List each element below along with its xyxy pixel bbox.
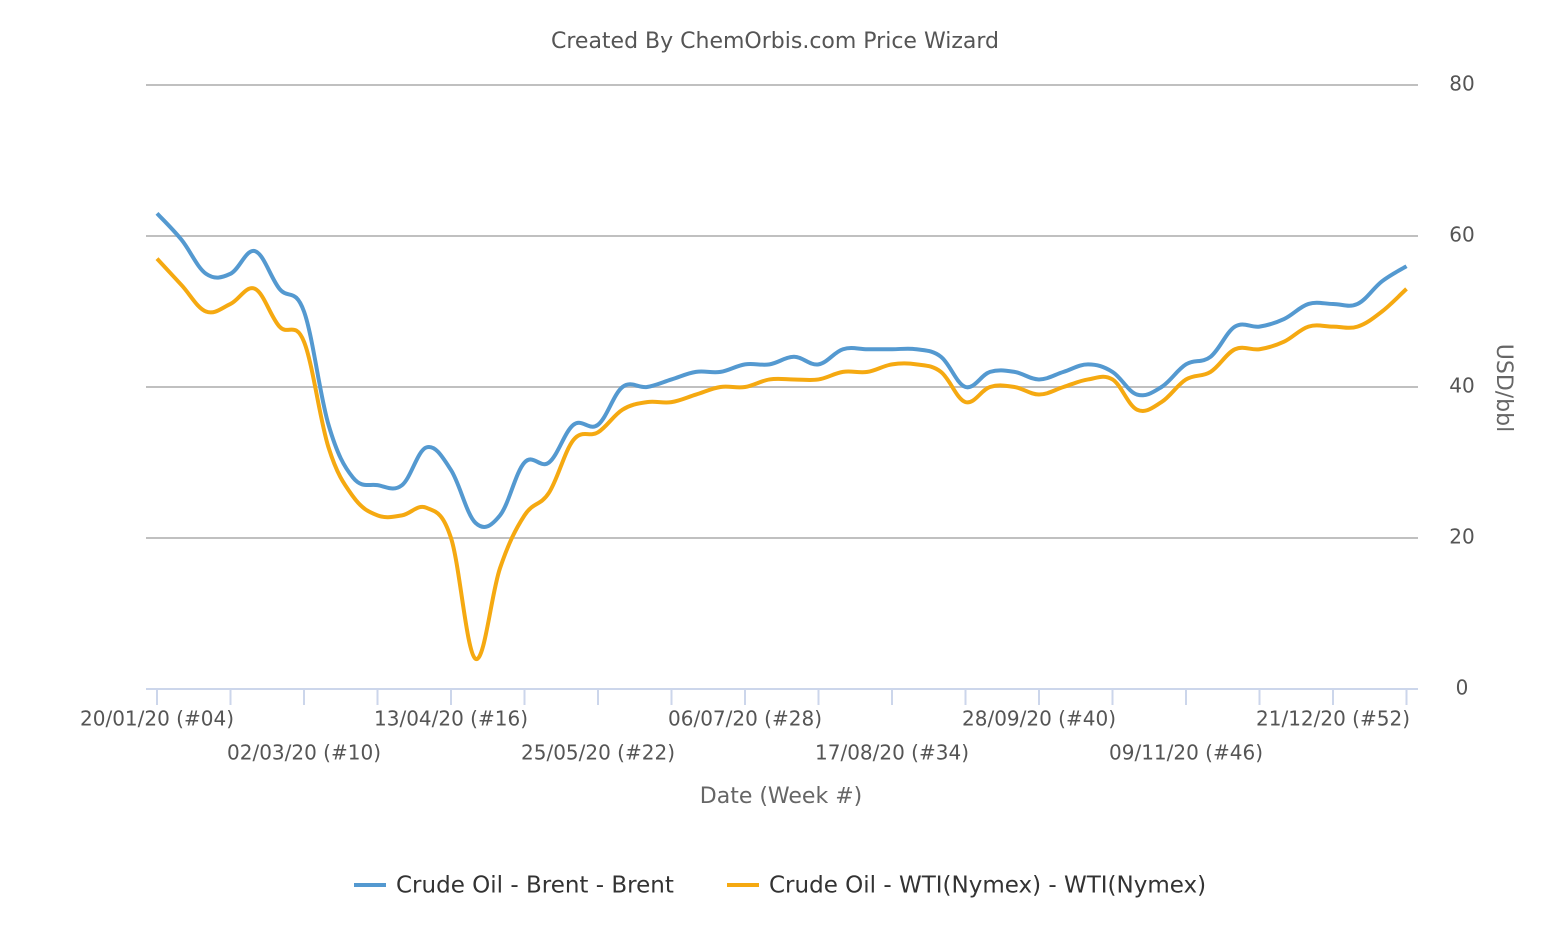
x-tick-label: 25/05/20 (#22)	[521, 741, 675, 765]
y-axis-title: USD/bbl	[1491, 344, 1516, 432]
legend-label: Crude Oil - WTI(Nymex) - WTI(Nymex)	[769, 873, 1206, 899]
x-tick-label: 09/11/20 (#46)	[1109, 741, 1263, 765]
x-tick-label: 21/12/20 (#52)	[1256, 707, 1410, 731]
legend-label: Crude Oil - Brent - Brent	[396, 873, 674, 899]
series-line	[155, 257, 1408, 661]
y-tick-label: 80	[1449, 72, 1474, 96]
x-tick-label: 06/07/20 (#28)	[668, 707, 822, 731]
y-tick-label: 20	[1449, 525, 1474, 549]
x-tick-label: 13/04/20 (#16)	[374, 707, 528, 731]
series-line	[155, 211, 1408, 529]
y-tick-label: 40	[1449, 374, 1474, 398]
x-axis-title: Date (Week #)	[700, 784, 862, 809]
y-tick-label: 0	[1456, 676, 1469, 700]
x-tick-label: 02/03/20 (#10)	[227, 741, 381, 765]
x-tick-label: 28/09/20 (#40)	[962, 707, 1116, 731]
x-tick-label: 20/01/20 (#04)	[80, 707, 234, 731]
y-tick-label: 60	[1449, 223, 1474, 247]
chart-title: Created By ChemOrbis.com Price Wizard	[551, 29, 999, 54]
x-tick-label: 17/08/20 (#34)	[815, 741, 969, 765]
